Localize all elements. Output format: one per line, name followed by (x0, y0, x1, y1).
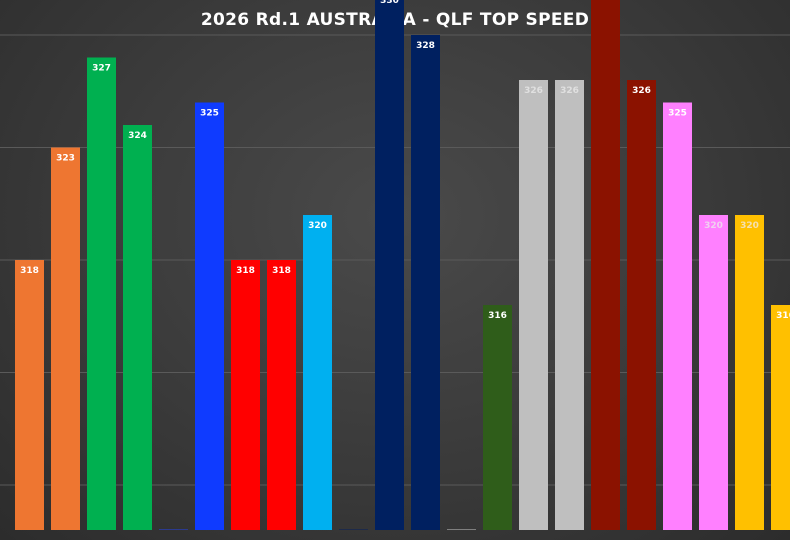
bar (123, 125, 152, 530)
data-label: 325 (200, 109, 219, 119)
data-label: 327 (92, 64, 111, 74)
data-label: 324 (128, 131, 147, 141)
data-label: 320 (704, 221, 723, 231)
bar (267, 260, 296, 530)
data-label: 320 (740, 221, 759, 231)
bar (87, 57, 116, 530)
bar (555, 80, 584, 530)
bar (339, 529, 368, 530)
data-label: 318 (20, 266, 39, 276)
data-label: 328 (416, 41, 435, 51)
data-label: 318 (272, 266, 291, 276)
data-label: 316 (776, 311, 790, 321)
data-label: 316 (488, 311, 507, 321)
data-label: 323 (56, 154, 75, 164)
data-labels: 318 323 327 324 325 318 318 320 330 328 316 326 326 3… (20, 0, 790, 321)
data-label: 326 (632, 86, 651, 96)
bar (411, 35, 440, 530)
bar (699, 215, 728, 530)
data-label: 320 (308, 221, 327, 231)
bar (447, 529, 476, 530)
bar (375, 0, 404, 530)
bar (231, 260, 260, 530)
bar (591, 0, 620, 530)
bar (735, 215, 764, 530)
bar (15, 260, 44, 530)
bar (303, 215, 332, 530)
data-label: 318 (236, 266, 255, 276)
data-label: 326 (524, 86, 543, 96)
bar (771, 305, 790, 530)
bar (627, 80, 656, 530)
data-label: 330 (380, 0, 399, 6)
bar (195, 102, 224, 530)
data-label: 325 (668, 109, 687, 119)
bar-series (15, 0, 790, 530)
bar (519, 80, 548, 530)
bar (483, 305, 512, 530)
data-label: 326 (560, 86, 579, 96)
bar (159, 529, 188, 530)
bar (663, 102, 692, 530)
bar (51, 147, 80, 530)
